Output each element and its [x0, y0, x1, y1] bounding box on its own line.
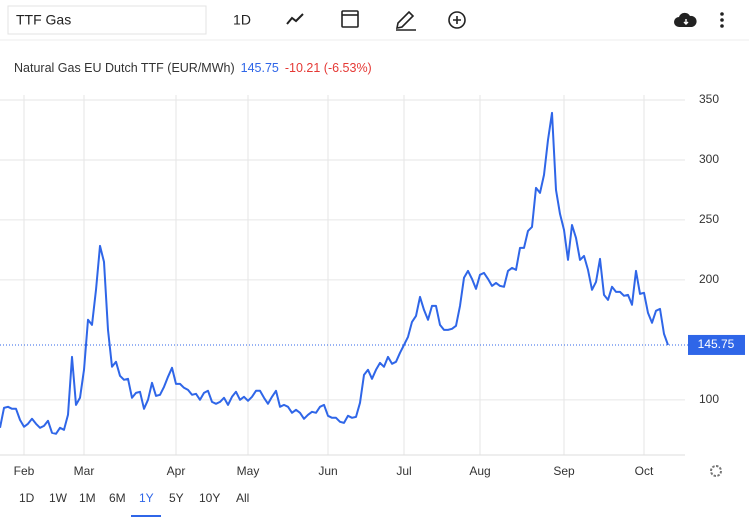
chart-type-icon[interactable] [286, 13, 304, 25]
x-tick-label: Jul [396, 464, 411, 478]
interval-button[interactable]: 1D [233, 12, 251, 28]
range-button[interactable]: All [236, 491, 249, 505]
y-tick-label: 100 [699, 392, 719, 406]
download-icon[interactable] [674, 12, 697, 27]
menu-icon[interactable] [720, 12, 724, 28]
add-icon-plus [453, 16, 461, 24]
range-button[interactable]: 6M [109, 491, 126, 505]
last-price: 145.75 [241, 61, 279, 75]
range-buttons: 1D 1W 1M 6M 1Y 5Y 10Y All [19, 491, 249, 517]
range-button[interactable]: 5Y [169, 491, 184, 505]
calendar-icon[interactable] [341, 10, 359, 28]
chart-title: Natural Gas EU Dutch TTF (EUR/MWh) [14, 61, 235, 75]
x-tick-label: Jun [318, 464, 337, 478]
x-tick-label: Feb [14, 464, 35, 478]
search-box[interactable] [7, 5, 207, 35]
add-icon[interactable] [448, 11, 466, 29]
range-button[interactable]: 1Y [139, 491, 154, 505]
x-tick-label: Aug [469, 464, 490, 478]
x-tick-label: Apr [167, 464, 186, 478]
toolbar-icons [286, 10, 466, 31]
last-price-label: 145.75 [698, 337, 735, 351]
last-price-box [688, 334, 745, 355]
y-tick-label: 300 [699, 152, 719, 166]
chart-header: Natural Gas EU Dutch TTF (EUR/MWh) 145.75… [14, 61, 372, 75]
settings-icon[interactable] [710, 465, 722, 477]
y-tick-label: 250 [699, 212, 719, 226]
x-tick-label: Mar [74, 464, 95, 478]
price-change: -10.21 (-6.53%) [285, 61, 372, 75]
x-tick-label: Sep [553, 464, 575, 478]
price-line [0, 111, 669, 435]
y-tick-label: 200 [699, 272, 719, 286]
draw-icon[interactable] [395, 10, 416, 31]
range-button[interactable]: 10Y [199, 491, 220, 505]
search-text: TTF Gas [16, 12, 71, 28]
range-button[interactable]: 1W [49, 491, 68, 505]
plot: 100 200 250 300 350 Feb Mar Apr May Jun Jul Aug Sep O… [0, 92, 745, 478]
y-tick-label: 350 [699, 92, 719, 106]
range-button[interactable]: 1D [19, 491, 35, 505]
x-tick-label: May [237, 464, 260, 478]
range-button[interactable]: 1M [79, 491, 96, 505]
x-tick-label: Oct [635, 464, 654, 478]
download-arrow [683, 19, 689, 25]
